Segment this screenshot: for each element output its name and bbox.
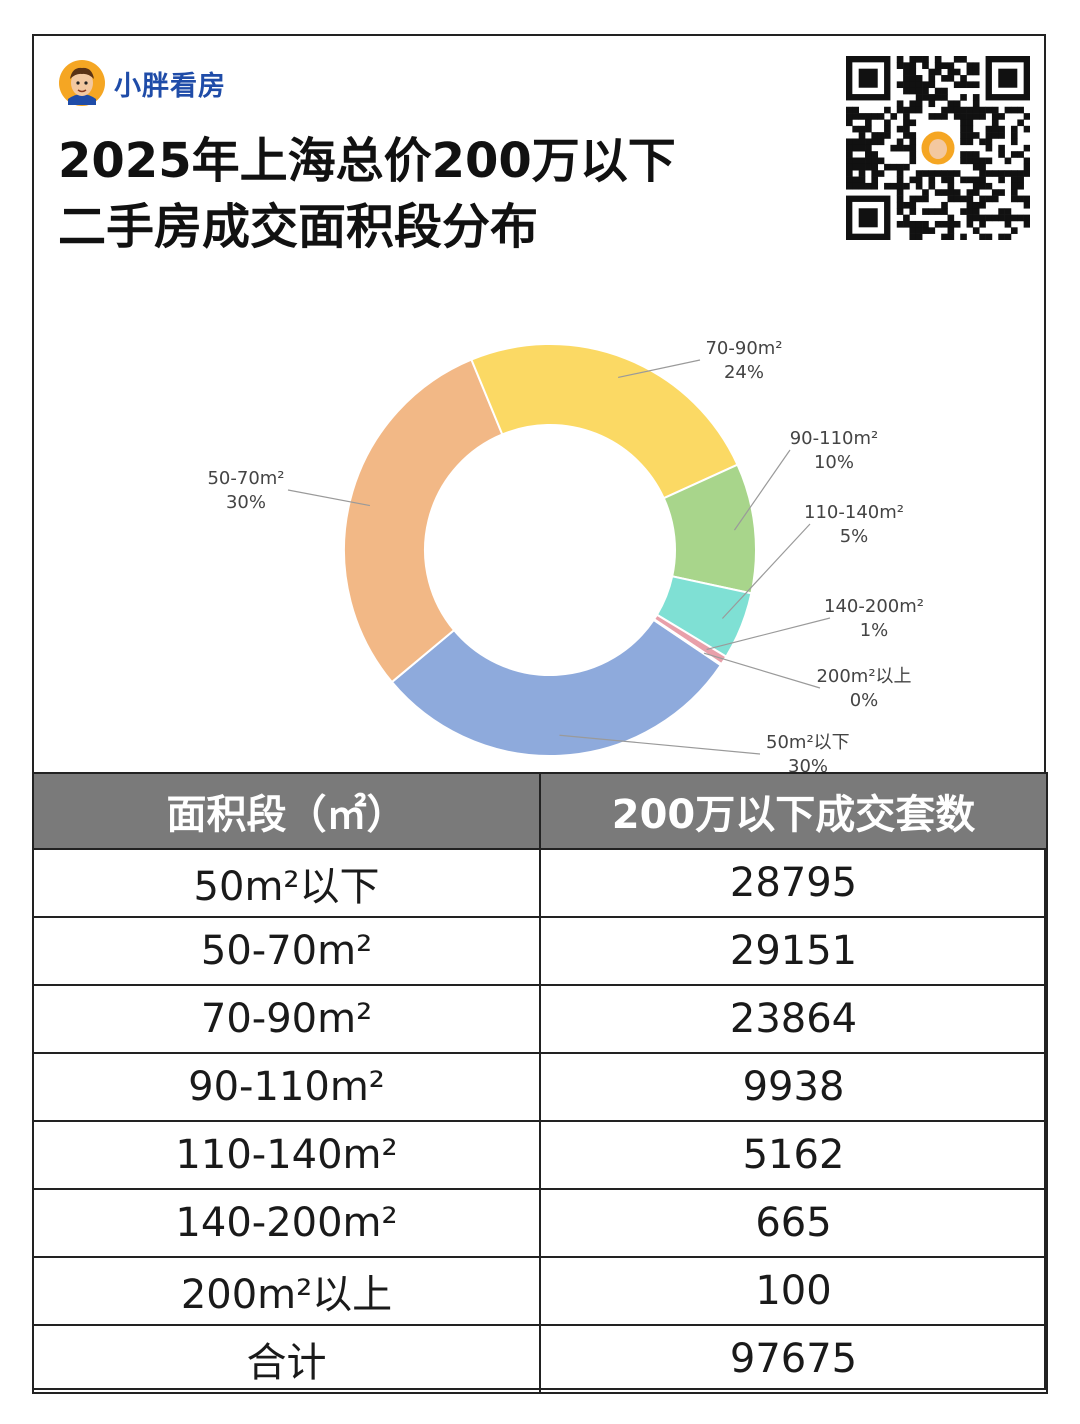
title-line-2: 二手房成交面积段分布 [58, 199, 539, 255]
cell-area-range: 200m²以上 [32, 1256, 541, 1326]
cell-deal-count: 100 [539, 1256, 1048, 1326]
table-header-row: 面积段（㎡） 200万以下成交套数 [32, 772, 1048, 850]
avatar-logo-icon [59, 60, 105, 106]
table-row: 140-200m² 665 [32, 1188, 1048, 1258]
cell-area-range: 110-140m² [32, 1120, 541, 1190]
donut-slice [343, 358, 504, 684]
slice-label: 50-70m² [207, 468, 284, 489]
header-area-range: 面积段（㎡） [32, 772, 541, 850]
slice-label: 50m²以下 [766, 732, 850, 753]
table-row: 70-90m² 23864 [32, 984, 1048, 1054]
page-title: 2025年上海总价200万以下 二手房成交面积段分布 [58, 128, 676, 260]
infographic-frame: 小胖看房 2025年上海总价200万以下 二手房成交面积段分布 50m²以下 30… [32, 34, 1048, 1394]
cell-area-range: 50-70m² [32, 916, 541, 986]
title-line-1: 2025年上海总价200万以下 [58, 133, 676, 189]
leader-line [703, 652, 821, 689]
cell-deal-count: 29151 [539, 916, 1048, 986]
cell-deal-count: 9938 [539, 1052, 1048, 1122]
slice-percent-label: 10% [814, 452, 854, 473]
cell-deal-count: 665 [539, 1188, 1048, 1258]
slice-percent-label: 1% [860, 620, 889, 641]
slice-label: 70-90m² [705, 338, 782, 359]
leader-line [706, 617, 831, 650]
table-row: 110-140m² 5162 [32, 1120, 1048, 1190]
cell-area-range: 90-110m² [32, 1052, 541, 1122]
cell-total-label: 合计 [32, 1324, 541, 1394]
slice-label: 110-140m² [804, 502, 904, 523]
table-row: 50-70m² 29151 [32, 916, 1048, 986]
leader-line [559, 734, 761, 755]
slice-percent-label: 5% [840, 526, 869, 547]
table-row: 200m²以上 100 [32, 1256, 1048, 1326]
data-table: 面积段（㎡） 200万以下成交套数 50m²以下 28795 50-70m² 2… [32, 772, 1048, 1394]
slice-percent-label: 0% [850, 690, 879, 711]
cell-area-range: 70-90m² [32, 984, 541, 1054]
brand: 小胖看房 [58, 58, 226, 108]
slice-label: 140-200m² [824, 596, 924, 617]
cell-deal-count: 23864 [539, 984, 1048, 1054]
qr-code-icon [846, 56, 1030, 240]
table-row: 50m²以下 28795 [32, 848, 1048, 918]
header-deal-count: 200万以下成交套数 [539, 772, 1048, 850]
leader-line [618, 359, 701, 379]
cell-area-range: 140-200m² [32, 1188, 541, 1258]
slice-percent-label: 30% [788, 756, 828, 772]
donut-slice [470, 343, 739, 500]
slice-label: 200m²以上 [816, 666, 911, 687]
slice-percent-label: 30% [226, 492, 266, 513]
cell-deal-count: 28795 [539, 848, 1048, 918]
donut-slice [390, 618, 723, 757]
leader-line [721, 523, 811, 619]
leader-line [733, 449, 791, 531]
cell-total-value: 97675 [539, 1324, 1048, 1394]
table-row: 90-110m² 9938 [32, 1052, 1048, 1122]
cell-deal-count: 5162 [539, 1120, 1048, 1190]
donut-chart: 50m²以下 30% 50-70m² 30% 70-90m² 24% 90-110m² 10%… [207, 338, 924, 772]
slice-percent-label: 24% [724, 362, 764, 383]
cell-area-range: 50m²以下 [32, 848, 541, 918]
table-total-row: 合计 97675 [32, 1324, 1048, 1394]
brand-name: 小胖看房 [114, 70, 226, 102]
slice-label: 90-110m² [790, 428, 879, 449]
leader-line [287, 489, 371, 507]
